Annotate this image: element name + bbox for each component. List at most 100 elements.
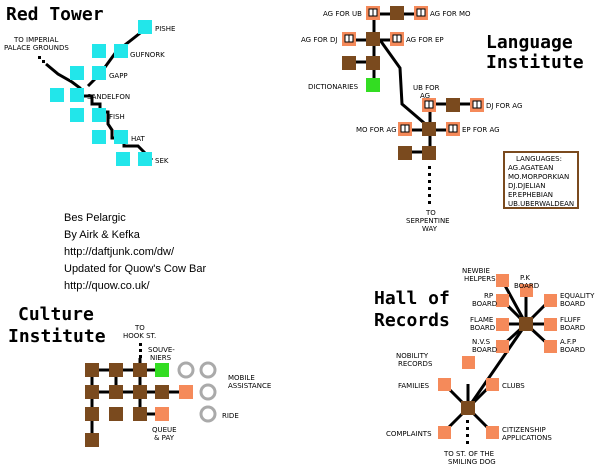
room-lang-mid-low[interactable] [366,56,380,70]
room-flame-board[interactable] [496,318,509,331]
label-newbie: NEWBIE [462,267,490,275]
room-citizenship[interactable] [486,426,499,439]
legend-title: LANGUAGES: [516,155,562,163]
room-fish[interactable] [92,108,106,122]
label-fluff: FLUFF [560,316,581,324]
room-culture[interactable] [109,363,123,377]
hall-of-records-section: Hall of Records [374,267,595,466]
label-pk: P.K [520,274,530,282]
room-equality-board[interactable] [544,294,557,307]
label-mo-for-ag: MO FOR AG [356,126,397,134]
red-tower-section: Red Tower TO IMPERIAL PALACE GROUNDS [4,4,175,166]
credits-link-quow[interactable]: http://quow.co.uk/ [64,280,150,292]
label-mobile: MOBILE [228,374,255,382]
room-culture[interactable] [109,407,123,421]
room-clubs[interactable] [486,378,499,391]
room-culture[interactable] [85,363,99,377]
room-culture[interactable] [85,385,99,399]
culture-rooms [85,363,193,447]
room-fluff-board[interactable] [544,318,557,331]
legend-uberwaldean: UB.UBERWALDEAN [508,200,574,208]
hook-exit-dots [139,343,142,358]
room-souvenirs[interactable] [155,363,169,377]
room-lang-center[interactable] [366,32,380,46]
room-complaints[interactable] [438,426,451,439]
room-sek-left[interactable] [116,152,130,166]
room-lang-bottom[interactable] [422,146,436,160]
room-lang-top-mid[interactable] [390,6,404,20]
room-lang-bottom-left[interactable] [398,146,412,160]
room-queue-pay[interactable] [155,407,169,421]
room-rp-board[interactable] [496,294,509,307]
ride-car[interactable] [199,405,217,423]
ride-car[interactable] [199,361,217,379]
book-icon [400,124,410,133]
label-ag-for-ep: AG FOR EP [406,36,444,44]
culture-title-line2: Institute [8,326,106,347]
label-gufnork: GUFNORK [130,51,165,59]
room-lang-hub[interactable] [422,122,436,136]
room-fish-left[interactable] [70,108,84,122]
credits-authors: By Airk & Kefka [64,229,140,241]
room-hat[interactable] [114,130,128,144]
book-icon [392,34,402,43]
label-assistance: ASSISTANCE [228,382,271,390]
ride-car[interactable] [177,361,195,379]
room-dictionaries[interactable] [366,78,380,92]
label-dictionaries: DICTIONARIES [308,83,359,91]
room-gapp-left[interactable] [70,66,84,80]
label-to-hook: TO [134,324,145,332]
label-rp: RP [484,292,493,300]
room-culture[interactable] [85,407,99,421]
room-nobility-records[interactable] [462,356,475,369]
room-hall-lower-hub[interactable] [461,401,475,415]
label-nvs: N.V.S [472,338,491,346]
room-families[interactable] [438,378,451,391]
room-lang-right-a[interactable] [446,98,460,112]
credits-link-daftjunk[interactable]: http://daftjunk.com/dw/ [64,246,175,258]
room-sandelfon[interactable] [70,88,84,102]
room-hat-left[interactable] [92,130,106,144]
room-sandelfon-left[interactable] [50,88,64,102]
room-mobile-assistance[interactable] [179,385,193,399]
book-icon [472,100,482,109]
room-culture[interactable] [155,385,169,399]
label-applications: APPLICATIONS [502,434,552,442]
room-culture[interactable] [85,433,99,447]
hall-title-line1: Hall of [374,288,450,309]
label-way: WAY [422,225,438,233]
room-nvs-board[interactable] [496,340,509,353]
room-hall-hub[interactable] [519,317,533,331]
legend-morporkian: MO.MORPORKIAN [508,173,569,181]
label-clubs: CLUBS [502,382,525,390]
room-pishe[interactable] [138,20,152,34]
culture-institute-section: Culture Institute TO HOOK ST. [8,304,271,447]
ride-car[interactable] [199,383,217,401]
room-gufnork-left[interactable] [92,44,106,58]
label-afp-board: BOARD [560,346,585,354]
palace-grounds-label: PALACE GROUNDS [4,44,69,52]
room-afp-board[interactable] [544,340,557,353]
room-sek[interactable] [138,152,152,166]
room-newbie-helpers[interactable] [496,274,509,287]
room-culture[interactable] [133,407,147,421]
room-culture[interactable] [109,385,123,399]
book-icon [416,8,426,17]
credits-block: Bes Pelargic By Airk & Kefka http://daft… [64,210,206,295]
label-to-st-of-the: TO ST. OF THE [443,450,494,458]
language-institute-section: Language Institute [301,6,584,233]
language-title-line2: Institute [486,52,584,73]
room-culture[interactable] [133,385,147,399]
room-gapp[interactable] [92,66,106,80]
label-dj-for-ag: DJ FOR AG [486,102,522,110]
label-afp: A.F.P [560,338,576,346]
room-lang-left-low[interactable] [342,56,356,70]
room-pk-board[interactable] [520,284,533,297]
room-culture[interactable] [133,363,147,377]
room-gufnork[interactable] [114,44,128,58]
hall-title-line2: Records [374,310,450,331]
label-equality: EQUALITY [560,292,595,300]
hall-rooms [438,274,557,439]
legend-ephebian: EP.EPHEBIAN [508,191,553,199]
language-title-line1: Language [486,32,573,53]
